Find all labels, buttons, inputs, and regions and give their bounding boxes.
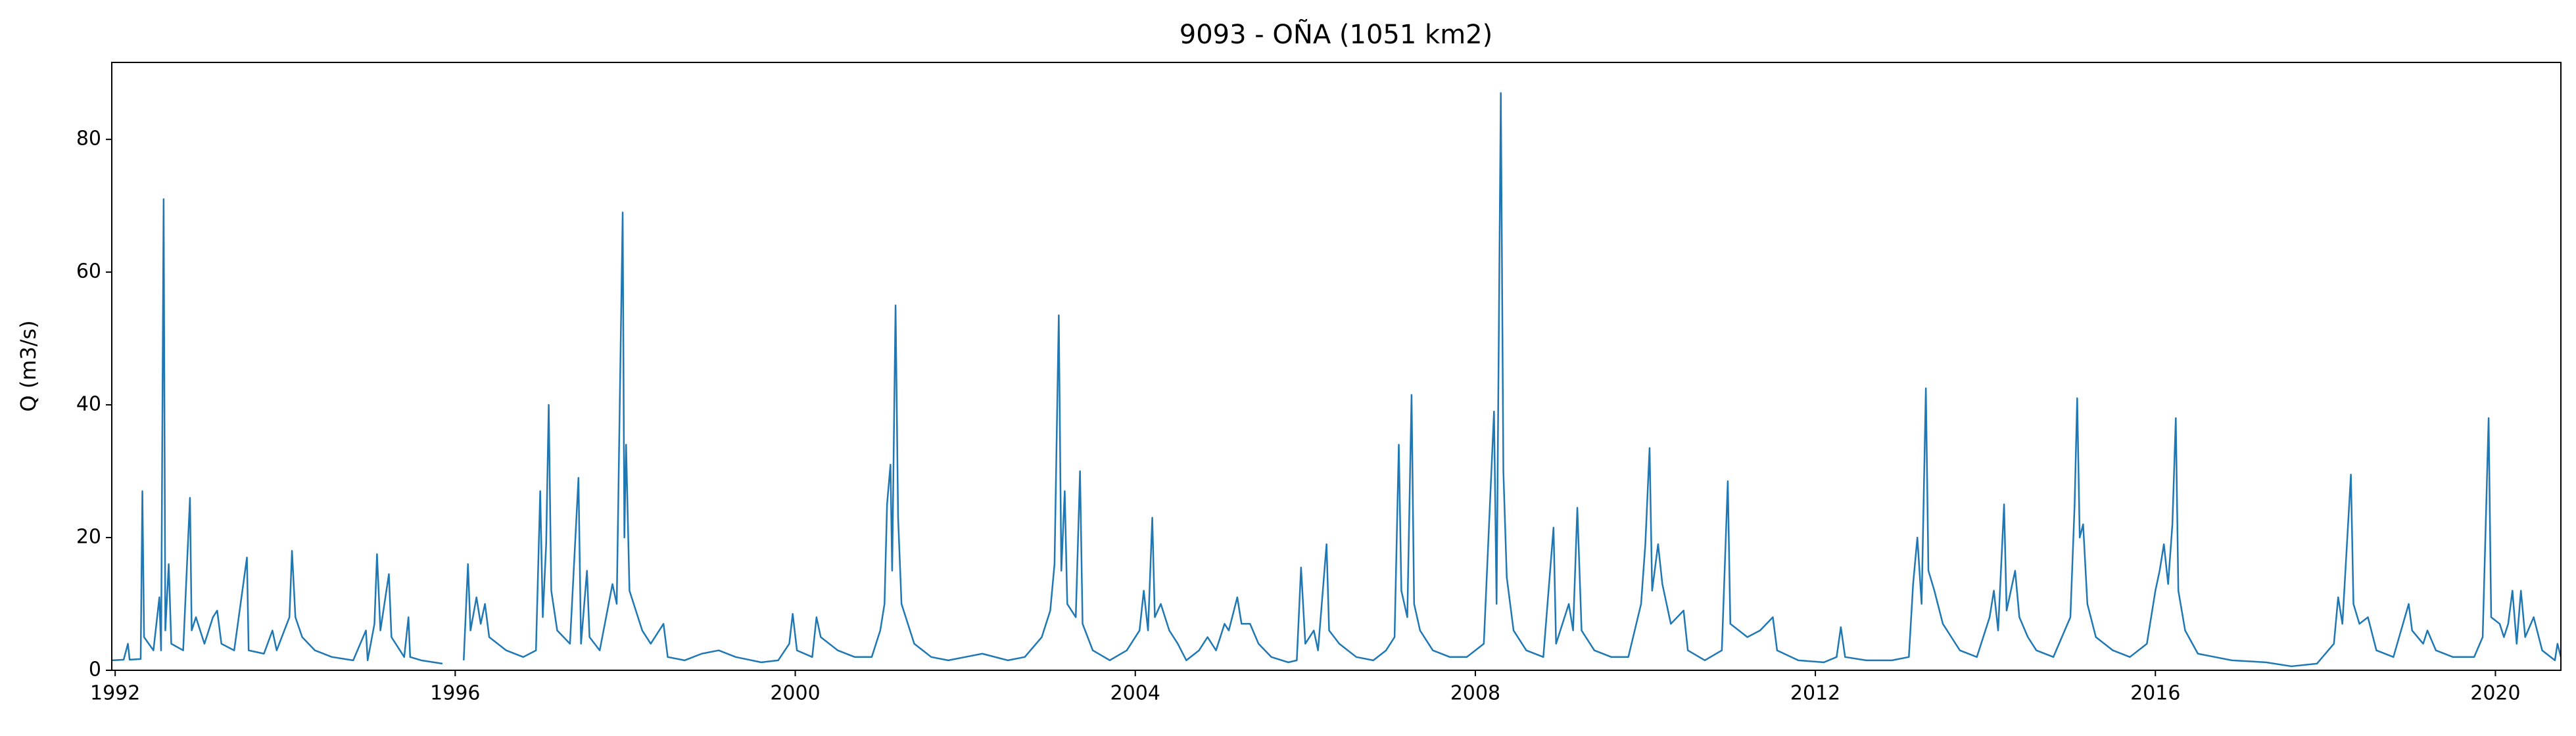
- chart-title: 9093 - OÑA (1051 km2): [1180, 18, 1492, 50]
- y-tick-label: 20: [76, 526, 101, 549]
- x-tick-label: 2020: [2470, 682, 2520, 705]
- x-tick-label: 1996: [430, 682, 480, 705]
- x-tick-label: 2004: [1110, 682, 1160, 705]
- plot-frame: [111, 62, 2562, 671]
- y-axis-label: Q (m3/s): [16, 320, 41, 411]
- x-tick-label: 2008: [1450, 682, 1500, 705]
- x-tick-label: 2012: [1790, 682, 1840, 705]
- x-tick-label: 2000: [770, 682, 820, 705]
- y-tick-label: 40: [76, 393, 101, 416]
- y-tick-label: 80: [76, 127, 101, 150]
- flow-line: [111, 92, 2562, 668]
- y-tick-label: 60: [76, 260, 101, 283]
- x-tick-label: 1992: [90, 682, 140, 705]
- x-tick-label: 2016: [2130, 682, 2180, 705]
- y-tick-label: 0: [89, 658, 101, 681]
